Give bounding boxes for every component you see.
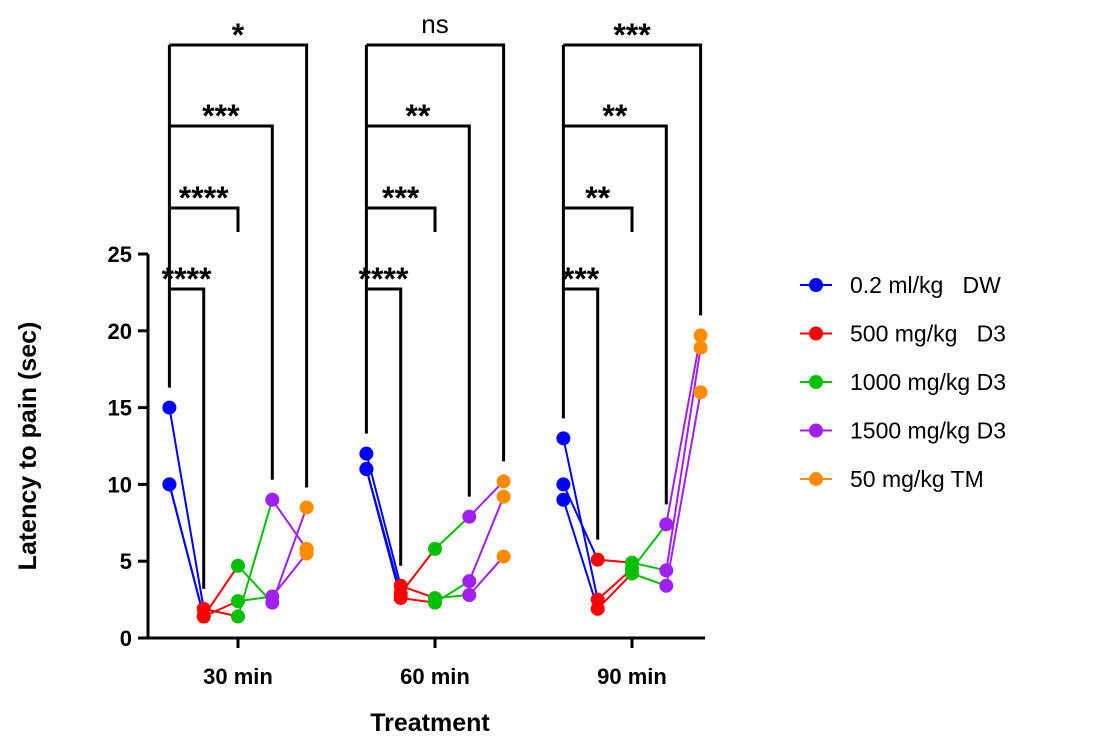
significance-label: **** [179, 180, 229, 216]
point [428, 595, 442, 610]
point [428, 541, 442, 556]
point [231, 609, 245, 624]
point [359, 446, 374, 461]
significance-label: *** [202, 98, 240, 134]
point [299, 546, 314, 561]
significance-label: ns [421, 9, 448, 39]
significance-label: *** [562, 261, 600, 297]
bracket [563, 206, 634, 232]
point [359, 462, 374, 477]
point [693, 340, 708, 355]
point [496, 474, 511, 489]
legend-label: 500 mg/kg D3 [850, 321, 1006, 347]
connector [468, 480, 505, 518]
connector [562, 438, 599, 600]
connector [468, 555, 505, 596]
y-tick-label: 25 [108, 242, 132, 267]
bracket [563, 124, 668, 505]
point [590, 601, 605, 616]
significance-label: ** [585, 180, 610, 216]
point [462, 587, 477, 602]
legend-marker [809, 326, 823, 341]
significance-label: ** [602, 98, 627, 134]
point [393, 591, 408, 606]
point [625, 566, 639, 581]
significance-label: * [232, 17, 245, 53]
legend-label: 50 mg/kg TM [850, 466, 984, 492]
bracket [169, 43, 309, 488]
legend-label: 1000 mg/kg D3 [850, 369, 1006, 395]
bracket [563, 43, 703, 316]
bracket [169, 206, 240, 232]
point [299, 500, 314, 515]
point [590, 552, 605, 567]
point [556, 431, 571, 446]
point [231, 558, 245, 573]
connector [168, 407, 205, 609]
connector [665, 392, 702, 586]
point [462, 574, 477, 589]
point [556, 492, 571, 507]
point [196, 609, 211, 624]
significance-label: *** [382, 180, 420, 216]
bracket [169, 124, 274, 480]
point [659, 563, 674, 578]
connector [271, 552, 308, 598]
bracket [366, 124, 471, 497]
connector [468, 496, 505, 582]
legend-marker [809, 278, 823, 292]
legend-marker [809, 375, 823, 389]
y-axis-title: Latency to pain (sec) [14, 322, 42, 571]
connector [271, 507, 308, 604]
connector [237, 499, 274, 617]
point [556, 477, 571, 492]
connector [665, 347, 702, 571]
point [496, 489, 511, 504]
connector [665, 335, 702, 525]
point [496, 549, 511, 564]
x-axis-title: Treatment [370, 709, 490, 737]
y-tick-label: 5 [120, 549, 132, 574]
point [659, 578, 674, 593]
point [162, 400, 177, 415]
connector [271, 499, 308, 550]
connector [365, 453, 402, 587]
x-tick-label: 90 min [597, 664, 667, 689]
point [693, 385, 708, 400]
bracket [563, 287, 600, 540]
y-tick-label: 10 [108, 472, 132, 497]
significance-label: **** [162, 261, 212, 297]
point [265, 492, 280, 507]
connector [168, 484, 205, 617]
legend-label: 0.2 ml/kg DW [850, 272, 1001, 298]
bracket [366, 287, 403, 566]
y-tick-label: 20 [108, 319, 132, 344]
legend-marker [809, 472, 823, 486]
significance-label: ** [405, 98, 430, 134]
y-tick-label: 0 [120, 626, 132, 651]
legend-label: 1500 mg/kg D3 [850, 418, 1006, 444]
point [625, 555, 639, 570]
y-tick-label: 15 [108, 396, 132, 421]
legend-marker [809, 423, 823, 438]
x-tick-label: 60 min [400, 664, 470, 689]
significance-label: *** [613, 17, 651, 53]
point [693, 328, 708, 343]
connector [365, 468, 402, 599]
x-tick-label: 30 min [203, 664, 273, 689]
connector [562, 499, 599, 610]
point [265, 589, 280, 604]
point [231, 594, 245, 609]
point [162, 477, 177, 492]
significance-label: **** [359, 261, 409, 297]
point [462, 509, 477, 524]
bracket [366, 43, 506, 462]
connector [434, 515, 470, 550]
bracket [169, 287, 206, 589]
bracket [366, 206, 437, 232]
point [659, 517, 674, 532]
